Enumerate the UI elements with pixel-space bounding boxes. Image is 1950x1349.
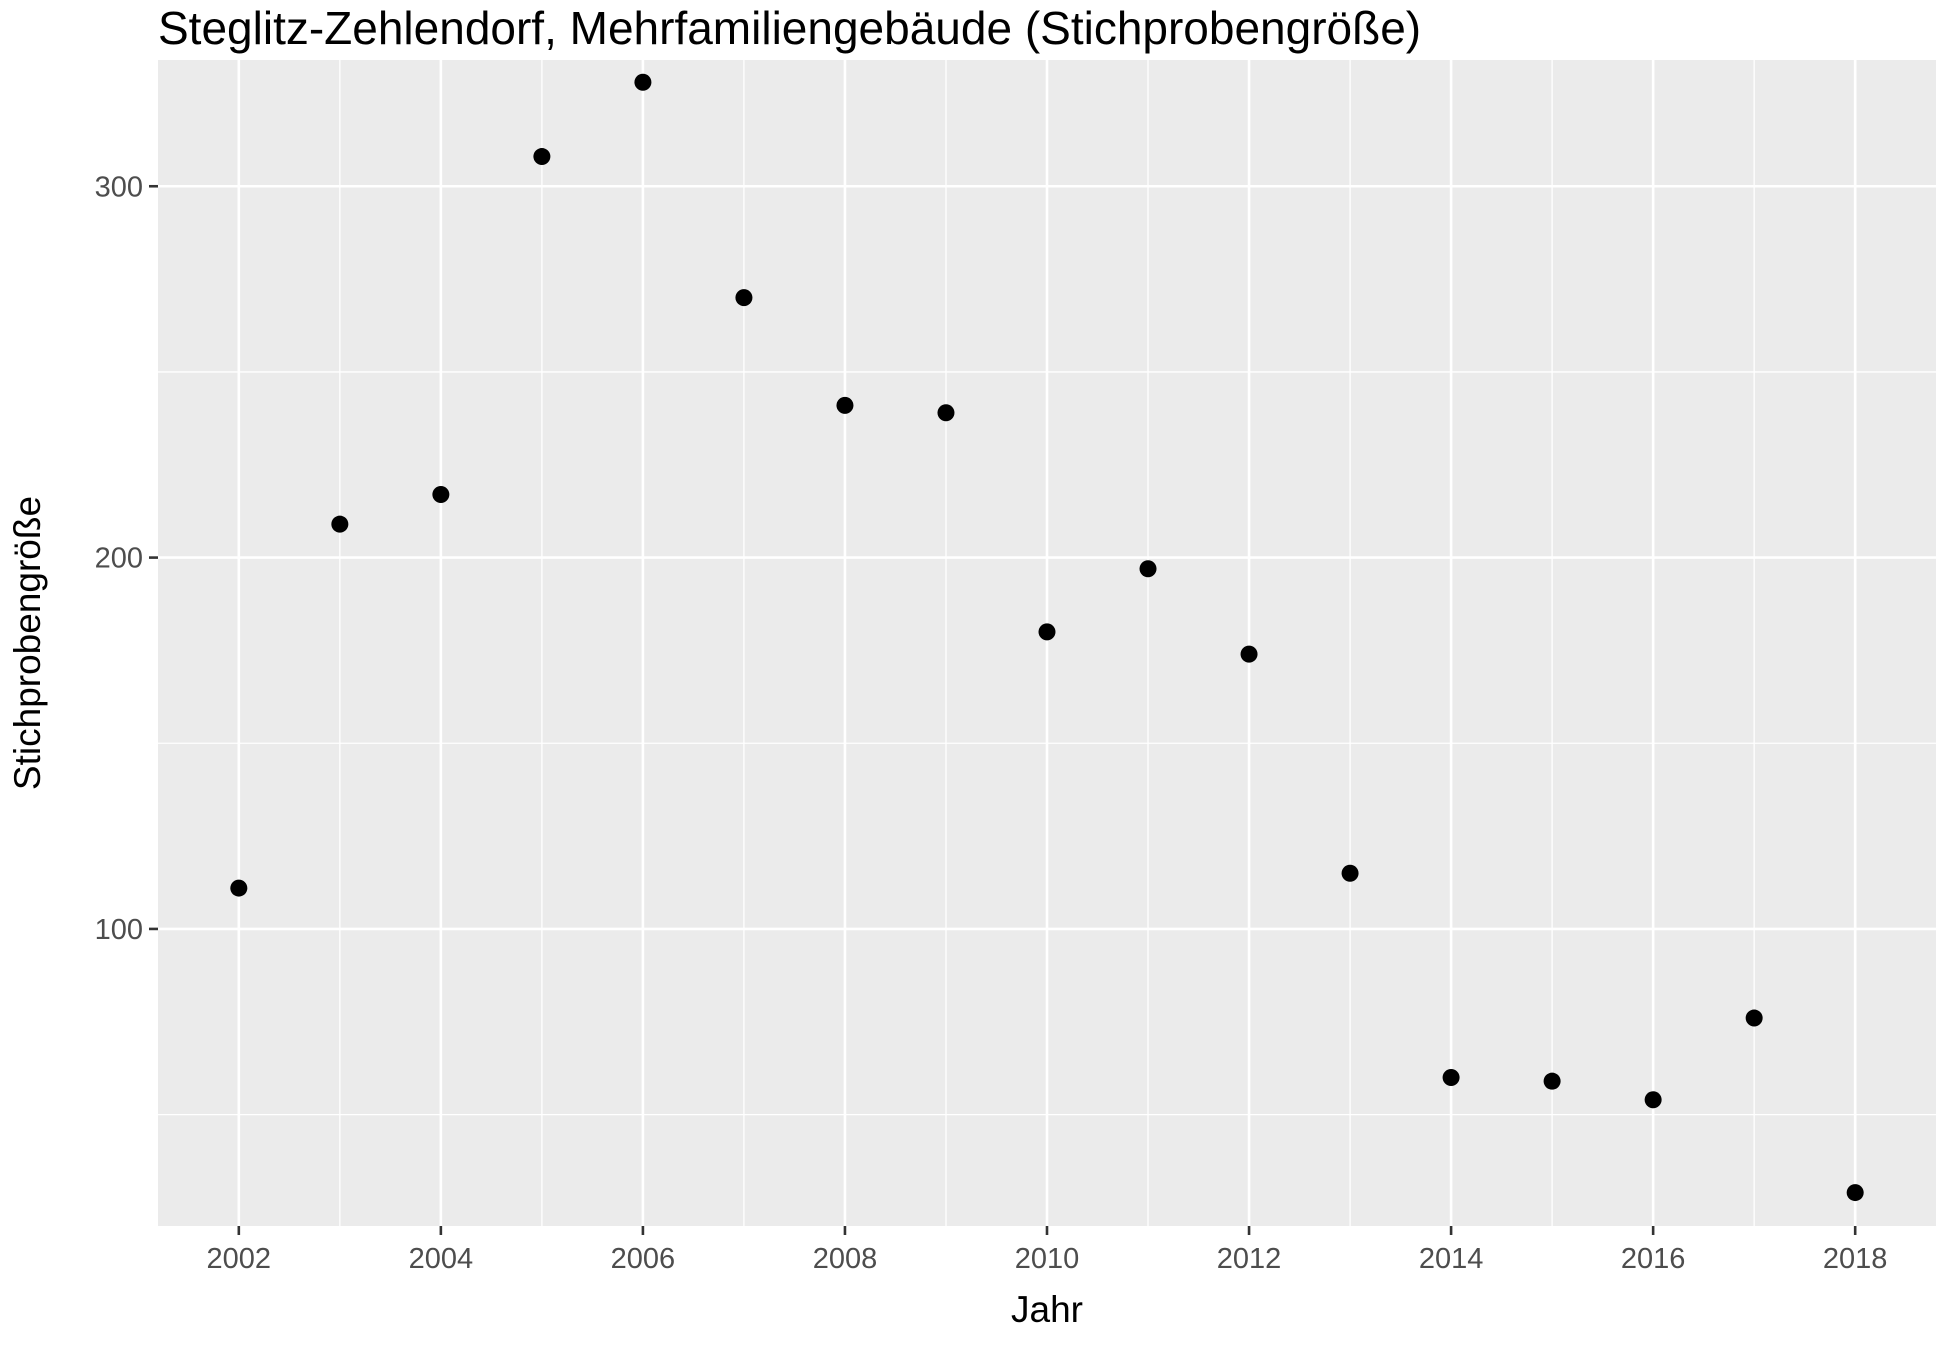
y-axis-ticks: 100 200 300 bbox=[95, 171, 158, 946]
major-gridlines bbox=[158, 60, 1936, 1226]
data-point bbox=[937, 404, 955, 422]
x-tick-label: 2008 bbox=[813, 1243, 878, 1275]
data-point bbox=[432, 485, 450, 503]
data-point bbox=[331, 515, 349, 533]
y-tick-label: 300 bbox=[95, 171, 143, 203]
data-point bbox=[1038, 623, 1056, 641]
data-point bbox=[634, 73, 652, 91]
data-point bbox=[1644, 1091, 1662, 1109]
chart-title: Steglitz-Zehlendorf, Mehrfamiliengebäude… bbox=[158, 2, 1421, 54]
y-axis-title: Stichprobengröße bbox=[7, 496, 48, 790]
data-points bbox=[230, 73, 1864, 1202]
y-tick-label: 200 bbox=[95, 543, 143, 575]
x-tick-label: 2016 bbox=[1621, 1243, 1686, 1275]
data-point bbox=[735, 289, 753, 307]
x-tick-label: 2004 bbox=[409, 1243, 474, 1275]
data-point bbox=[1846, 1184, 1864, 1202]
x-tick-label: 2014 bbox=[1419, 1243, 1484, 1275]
data-point bbox=[1341, 864, 1359, 882]
x-tick-label: 2010 bbox=[1015, 1243, 1080, 1275]
x-tick-label: 2002 bbox=[207, 1243, 272, 1275]
data-point bbox=[533, 148, 551, 166]
data-point bbox=[1139, 560, 1157, 578]
x-tick-label: 2018 bbox=[1823, 1243, 1888, 1275]
data-point bbox=[1442, 1068, 1460, 1086]
x-axis-title: Jahr bbox=[1011, 1289, 1083, 1330]
x-tick-label: 2012 bbox=[1217, 1243, 1282, 1275]
data-point bbox=[230, 879, 248, 897]
x-tick-label: 2006 bbox=[611, 1243, 676, 1275]
data-point bbox=[1745, 1009, 1763, 1027]
data-point bbox=[1240, 645, 1258, 663]
data-point bbox=[1543, 1072, 1561, 1090]
x-axis-ticks: 2002 2004 2006 2008 2010 2012 2014 2016 2018 bbox=[207, 1226, 1888, 1275]
data-point bbox=[836, 396, 854, 414]
y-tick-label: 100 bbox=[95, 914, 143, 946]
